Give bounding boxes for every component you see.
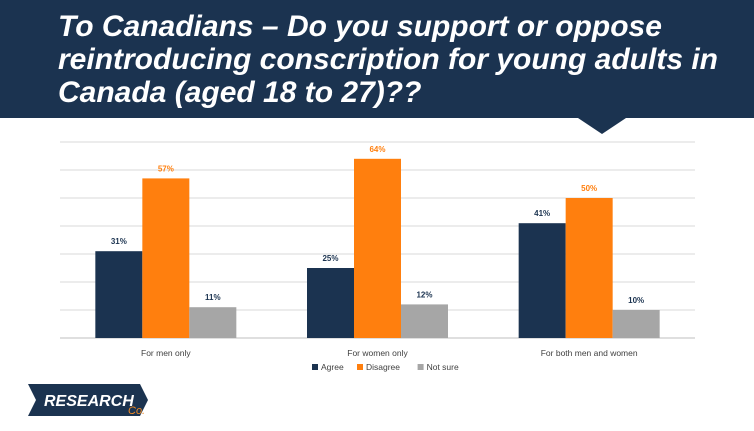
svg-text:Co.: Co. bbox=[128, 405, 145, 417]
legend-label: Agree bbox=[321, 362, 344, 372]
bar-disagree bbox=[565, 198, 613, 338]
legend-label: Disagree bbox=[366, 362, 400, 372]
banner-notch bbox=[578, 118, 626, 134]
title-banner bbox=[0, 0, 754, 118]
bar-not-sure bbox=[612, 310, 660, 338]
bar-agree bbox=[95, 251, 143, 338]
page-title: To Canadians – Do you support or oppose … bbox=[58, 10, 718, 109]
bar-agree bbox=[518, 223, 566, 338]
data-label: 12% bbox=[416, 290, 432, 299]
legend-swatch bbox=[312, 364, 318, 370]
data-label: 10% bbox=[628, 296, 644, 305]
data-label: 25% bbox=[322, 254, 338, 263]
legend-label: Not sure bbox=[427, 362, 459, 372]
category-label: For men only bbox=[141, 348, 191, 358]
legend-swatch bbox=[357, 364, 363, 370]
bar-disagree bbox=[142, 178, 190, 338]
category-label: For both men and women bbox=[541, 348, 638, 358]
data-label: 57% bbox=[158, 164, 174, 173]
svg-text:RESEARCH: RESEARCH bbox=[44, 393, 134, 410]
legend-swatch bbox=[417, 364, 424, 370]
bar-not-sure bbox=[189, 307, 237, 338]
bar-disagree bbox=[354, 158, 401, 338]
logo-graphic: RESEARCH Co. bbox=[28, 384, 148, 417]
data-label: 64% bbox=[369, 145, 385, 154]
research-co-logo: RESEARCH Co. bbox=[28, 382, 154, 418]
bar-agree bbox=[307, 268, 354, 338]
data-label: 41% bbox=[534, 209, 550, 218]
data-label: 11% bbox=[205, 293, 221, 302]
data-label: 50% bbox=[581, 184, 597, 193]
category-label: For women only bbox=[347, 348, 408, 358]
bar-not-sure bbox=[401, 304, 448, 338]
data-label: 31% bbox=[111, 237, 127, 246]
